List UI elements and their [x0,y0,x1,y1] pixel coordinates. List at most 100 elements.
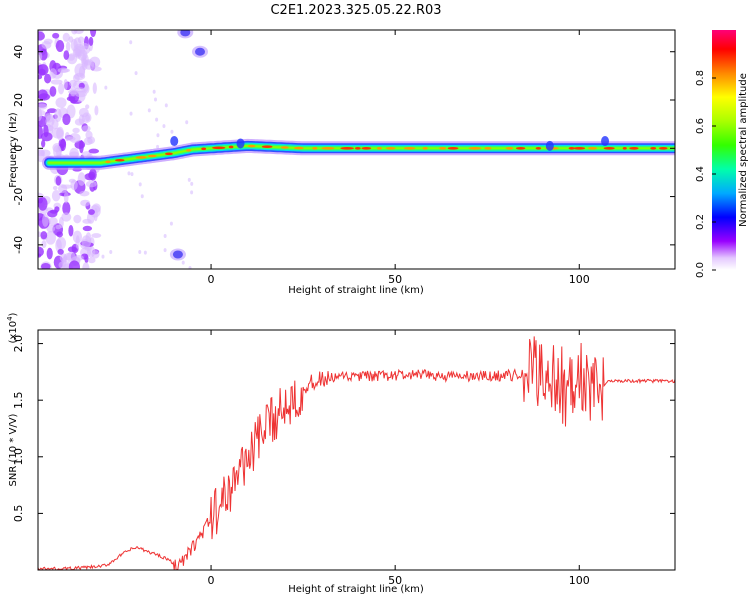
spectrogram-noise-speck [41,240,47,248]
spectrogram-noise-speck [55,238,62,253]
spectrogram-noise-speck [101,254,105,259]
spectrogram-noise-speck [68,36,74,43]
spectrogram-noise-speck [62,32,70,42]
spectrogram-noise-speck [38,51,43,61]
spectrogram-noise-speck [130,172,134,177]
spectrogram-upper-streak-halo [192,45,209,58]
spectrogram-noise-speck [88,36,94,46]
spectrogram-y-axis-label: Frequency (Hz) [8,112,19,188]
spectrogram-noise-speck [73,214,82,224]
spectrogram-noise-speck [188,266,192,269]
spectrogram-noise-speck [163,233,167,238]
spectrogram-y-tick-label: -40 [12,236,25,254]
spectrogram-hotspot [228,145,234,149]
snr-y-tick-label: 1.5 [12,391,25,409]
spectrogram-hotspot [515,146,526,150]
spectrogram-noise-speck [68,133,81,144]
spectrogram-noise-speck [64,131,70,142]
colorbar-label: Normalized spectral amplitude [738,73,749,227]
spectrogram-noise-speck [38,246,44,257]
spectrogram-noise-speck [55,40,65,52]
spectrogram-noise-speck [82,225,93,232]
spectrogram-noise-speck [51,189,61,202]
spectrogram-noise-speck [74,118,85,126]
spectrogram-hotspot [115,158,125,162]
spectrogram-noise-speck [63,191,69,204]
spectrogram-noise-speck [143,250,147,255]
spectrogram-noise-speck [44,73,52,84]
spectrogram-noise-speck [54,108,62,123]
spectrogram-noise-speck [52,185,58,191]
snr-series-line [38,336,675,570]
snr-y-exponent-suffix: ) [8,312,19,316]
spectrogram-hotspot [354,146,361,150]
spectrogram-noise-speck [43,124,49,138]
spectrogram-frame [37,29,676,270]
spectrogram-noise-speck [45,115,55,127]
spectrogram-hotspot [588,146,598,150]
spectrogram-hotspot [201,147,207,151]
colorbar-tick-label: 0.8 [695,70,706,86]
spectrogram-hotspot [447,146,459,150]
figure-title: C2E1.2023.325.05.22.R03 [270,3,441,18]
spectrogram-lower-blob [172,250,183,259]
spectrogram-noise-speck [54,206,60,213]
spectrogram-noise-speck [138,182,142,187]
spectrogram-noise-speck [46,224,56,233]
spectrogram-noise-speck [58,184,68,194]
spectrogram-noise-speck [152,89,156,94]
snr-frame [37,329,676,571]
spectrogram-noise-speck [38,197,48,211]
spectrogram-hotspot [280,146,289,149]
spectrogram-hotspot [535,146,542,150]
spectrogram-noise-speck [85,180,97,188]
colorbar-tick-label: 0.4 [695,166,706,182]
colorbar-ticks: 0.0 0.2 0.4 0.6 0.8 [695,70,716,278]
snr-y-exponent-prefix: (x10 [8,321,19,344]
spectrogram-hotspot [147,154,157,158]
snr-x-tick-label: 0 [208,574,215,587]
spectrogram-noise-speck [153,97,157,102]
spectrogram-x-tick-label: 50 [388,273,402,286]
spectrogram-noise-speck [170,129,174,134]
spectrogram-noise-speck [92,82,97,95]
spectrogram-noise-speck [38,89,48,100]
spectrogram-noise-speck [88,148,100,154]
spectrogram-hotspot [312,146,318,150]
spectrogram-noise-speck [87,257,96,264]
spectrogram-y-tick-label: 0 [12,145,25,152]
spectrogram-bump [545,140,554,151]
spectrogram-noise-speck [58,83,65,95]
spectrogram-noise-speck [47,108,57,114]
spectrogram-noise-speck [104,85,108,90]
spectrogram-x-tick-label: 0 [208,273,215,286]
snr-panel: 0 50 100 0.5 1.0 1.5 2.0 Height of straight l… [6,312,676,595]
spectrogram-noise-speck [79,190,90,197]
spectrogram-hotspot [422,146,428,150]
colorbar-gradient [712,30,736,270]
spectrogram-noise-speck [181,260,185,265]
spectrogram-x-axis-label: Height of straight line (km) [288,285,424,296]
spectrogram-bump [170,136,179,147]
spectrogram-noise-speck [80,199,91,207]
spectrogram-noise-speck [38,103,48,110]
spectrogram-noise-speck [38,125,43,139]
spectrogram-hotspot [468,146,482,150]
spectrogram-noise-speck [74,72,86,81]
spectrogram-y-tick-label: -20 [12,188,25,206]
snr-background [38,330,675,570]
spectrogram-noise-speck [49,86,57,97]
spectrogram-hotspot [361,146,372,150]
spectrogram-hotspot [403,146,416,150]
spectrogram-noise-speck [156,144,160,149]
spectrogram-noise-speck [68,89,79,95]
spectrogram-noise-speck [91,233,102,238]
spectrogram-noise-speck [185,120,189,125]
spectrogram-noise-speck [38,64,49,76]
spectrogram-upper-blob-halo [177,30,194,39]
spectrogram-noise-speck [57,248,64,255]
spectrogram-noise-speck [47,210,58,218]
spectrogram-x-ticks: 0 50 100 [208,30,590,286]
spectrogram-hotspot [439,146,447,150]
